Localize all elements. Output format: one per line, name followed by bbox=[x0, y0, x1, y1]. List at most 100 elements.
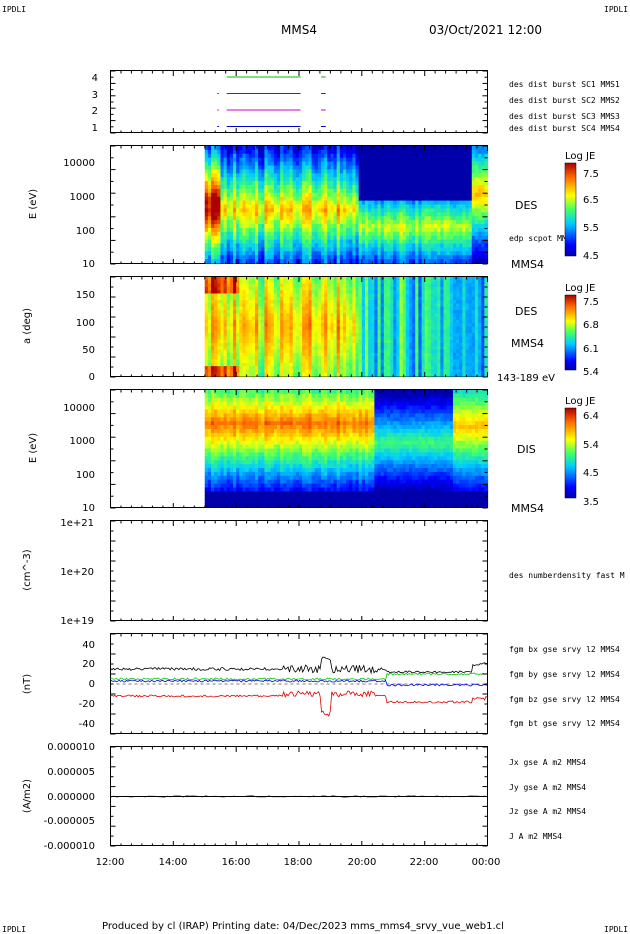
des-pitch-cell bbox=[277, 310, 281, 314]
des-energy-cell bbox=[261, 200, 266, 206]
des-energy-cell bbox=[295, 181, 300, 186]
des-pitch-cell bbox=[415, 293, 419, 298]
des-pitch-cell bbox=[267, 329, 272, 334]
des-pitch-cell bbox=[261, 313, 266, 318]
des-energy-cell bbox=[386, 165, 391, 170]
des-energy-cell bbox=[456, 146, 460, 151]
des-pitch-cell bbox=[270, 277, 275, 281]
des-energy-cell bbox=[342, 227, 347, 233]
des-pitch-cell bbox=[317, 326, 322, 331]
des-pitch-cell bbox=[418, 349, 423, 354]
des-energy-cell bbox=[346, 216, 350, 221]
des-energy-cell bbox=[459, 146, 463, 151]
des-energy-cell bbox=[474, 231, 479, 237]
des-pitch-cell bbox=[302, 329, 306, 334]
des-pitch-cell bbox=[371, 316, 375, 321]
des-pitch-cell bbox=[386, 300, 391, 304]
des-energy-cell bbox=[434, 243, 438, 248]
des-energy-cell bbox=[415, 204, 419, 209]
des-pitch-cell bbox=[371, 343, 375, 347]
des-pitch-cell bbox=[399, 356, 404, 361]
des-pitch-cell bbox=[374, 349, 379, 354]
des-pitch-cell bbox=[371, 326, 375, 331]
des-energy-cell bbox=[456, 149, 460, 155]
des-pitch-cell bbox=[434, 372, 438, 377]
des-pitch-cell bbox=[352, 329, 357, 334]
des-pitch-cell bbox=[327, 296, 332, 301]
des-energy-cell bbox=[484, 177, 489, 182]
des-pitch-cell bbox=[386, 303, 391, 308]
des-energy-cell bbox=[390, 165, 394, 170]
des-energy-cell bbox=[229, 200, 234, 206]
des-energy-cell bbox=[258, 255, 262, 260]
des-energy-cell bbox=[223, 212, 228, 217]
des-energy-cell bbox=[286, 181, 291, 186]
des-energy-cell bbox=[355, 200, 360, 206]
des-energy-cell bbox=[456, 204, 460, 209]
des-pitch-cell bbox=[223, 313, 228, 318]
des-energy-cell bbox=[320, 173, 325, 178]
des-energy-cell bbox=[349, 220, 354, 225]
des-energy-cell bbox=[280, 243, 284, 248]
des-energy-cell bbox=[418, 243, 423, 248]
des-energy-cell bbox=[440, 259, 445, 264]
des-pitch-cell bbox=[408, 339, 413, 344]
des-pitch-cell bbox=[286, 280, 291, 285]
des-pitch-cell bbox=[383, 290, 388, 295]
des-energy-cell bbox=[346, 196, 350, 202]
des-energy-cell bbox=[374, 177, 379, 182]
des-energy-cell bbox=[484, 216, 489, 221]
des-pitch-cell bbox=[255, 352, 259, 357]
des-energy-cell bbox=[277, 255, 281, 260]
des-pitch-cell bbox=[330, 306, 335, 311]
des-energy-cell bbox=[449, 255, 454, 260]
des-pitch-cell bbox=[364, 296, 369, 301]
des-energy-cell bbox=[434, 239, 438, 245]
des-energy-cell bbox=[440, 196, 445, 202]
des-pitch-cell bbox=[264, 362, 269, 367]
des-pitch-cell bbox=[371, 293, 375, 298]
des-energy-cell bbox=[456, 169, 460, 174]
des-pitch-cell bbox=[333, 290, 338, 295]
des-energy-cell bbox=[267, 212, 272, 217]
des-pitch-cell bbox=[280, 293, 284, 298]
des-pitch-cell bbox=[248, 326, 253, 331]
des-energy-cell bbox=[314, 224, 319, 229]
des-energy-cell bbox=[251, 220, 256, 225]
des-energy-cell bbox=[405, 212, 410, 217]
des-pitch-cell bbox=[336, 306, 341, 311]
des-pitch-cell bbox=[440, 316, 445, 321]
des-energy-cell bbox=[214, 204, 218, 209]
des-energy-cell bbox=[374, 157, 379, 163]
des-energy-cell bbox=[452, 188, 457, 194]
des-energy-cell bbox=[267, 251, 272, 256]
des-pitch-cell bbox=[242, 326, 247, 331]
des-energy-cell bbox=[352, 177, 357, 182]
des-energy-cell bbox=[452, 251, 457, 256]
des-pitch-cell bbox=[342, 349, 347, 354]
des-pitch-cell bbox=[396, 369, 401, 374]
des-pitch-cell bbox=[361, 296, 366, 301]
des-energy-cell bbox=[418, 231, 423, 237]
des-pitch-cell bbox=[383, 366, 388, 370]
des-pitch-cell bbox=[273, 293, 278, 298]
des-energy-cell bbox=[248, 259, 253, 264]
des-pitch-cell bbox=[277, 286, 281, 291]
des-energy-cell bbox=[311, 161, 316, 167]
des-pitch-cell bbox=[377, 333, 382, 337]
des-pitch-cell bbox=[207, 356, 212, 361]
des-pitch-cell bbox=[364, 336, 369, 341]
des-energy-cell bbox=[273, 239, 278, 245]
des-pitch-cell bbox=[261, 319, 266, 324]
des-pitch-cell bbox=[314, 280, 319, 285]
des-energy-cell bbox=[280, 204, 284, 209]
des-pitch-cell bbox=[361, 300, 366, 304]
des-energy-cell bbox=[371, 177, 375, 182]
des-energy-cell bbox=[462, 220, 467, 225]
des-pitch-cell bbox=[214, 280, 218, 285]
des-pitch-cell bbox=[311, 356, 316, 361]
des-pitch-cell bbox=[299, 329, 303, 334]
des-pitch-cell bbox=[302, 277, 306, 281]
des-pitch-cell bbox=[361, 326, 366, 331]
des-energy-cell bbox=[339, 181, 344, 186]
